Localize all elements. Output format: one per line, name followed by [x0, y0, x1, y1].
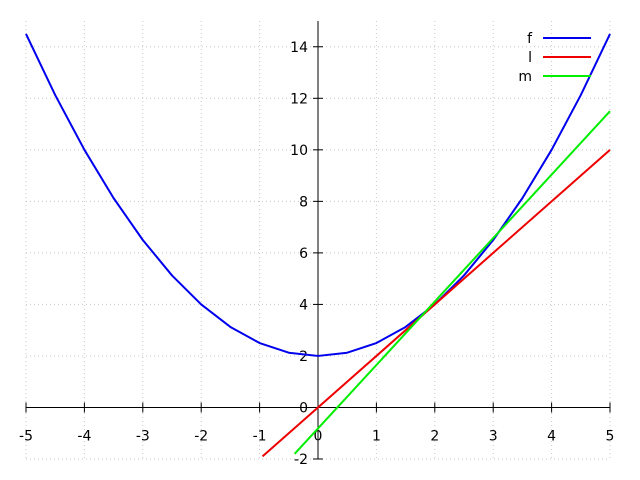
series-lines [25, 33, 611, 458]
y-tick-label: 6 [299, 246, 308, 262]
x-tick-label: 0 [314, 428, 323, 444]
series-line-l [261, 149, 611, 458]
legend-label-m: m [518, 69, 532, 85]
x-tick-label: -2 [194, 428, 208, 444]
y-tick-label: 4 [299, 297, 308, 313]
legend-label-f: f [527, 31, 533, 47]
y-tick-labels: -2 0 2 4 6 8 10 12 14 [290, 40, 308, 468]
y-tick-label: 10 [290, 143, 308, 159]
y-tick-label: 2 [299, 349, 308, 365]
legend-label-l: l [528, 50, 532, 66]
y-tick-label: -2 [294, 452, 308, 468]
y-tick-label: 12 [290, 91, 308, 107]
legend: flm [518, 31, 591, 85]
tick-marks [25, 46, 611, 460]
x-tick-label: 1 [372, 428, 381, 444]
series-line-f [25, 33, 611, 357]
x-tick-label: -3 [136, 428, 150, 444]
x-tick-labels: -5 -4 -3 -2 -1 0 1 2 3 4 5 [19, 428, 614, 444]
y-tick-label: 14 [290, 40, 308, 56]
x-tick-label: 4 [547, 428, 556, 444]
y-tick-label: 8 [299, 194, 308, 210]
x-tick-label: 2 [430, 428, 439, 444]
x-tick-label: -5 [19, 428, 33, 444]
x-tick-label: 3 [489, 428, 498, 444]
x-tick-label: 5 [606, 428, 615, 444]
x-tick-label: -4 [77, 428, 91, 444]
y-tick-label: 0 [299, 400, 308, 416]
x-tick-label: -1 [253, 428, 267, 444]
series-line-m [293, 110, 611, 455]
axes [26, 21, 610, 459]
